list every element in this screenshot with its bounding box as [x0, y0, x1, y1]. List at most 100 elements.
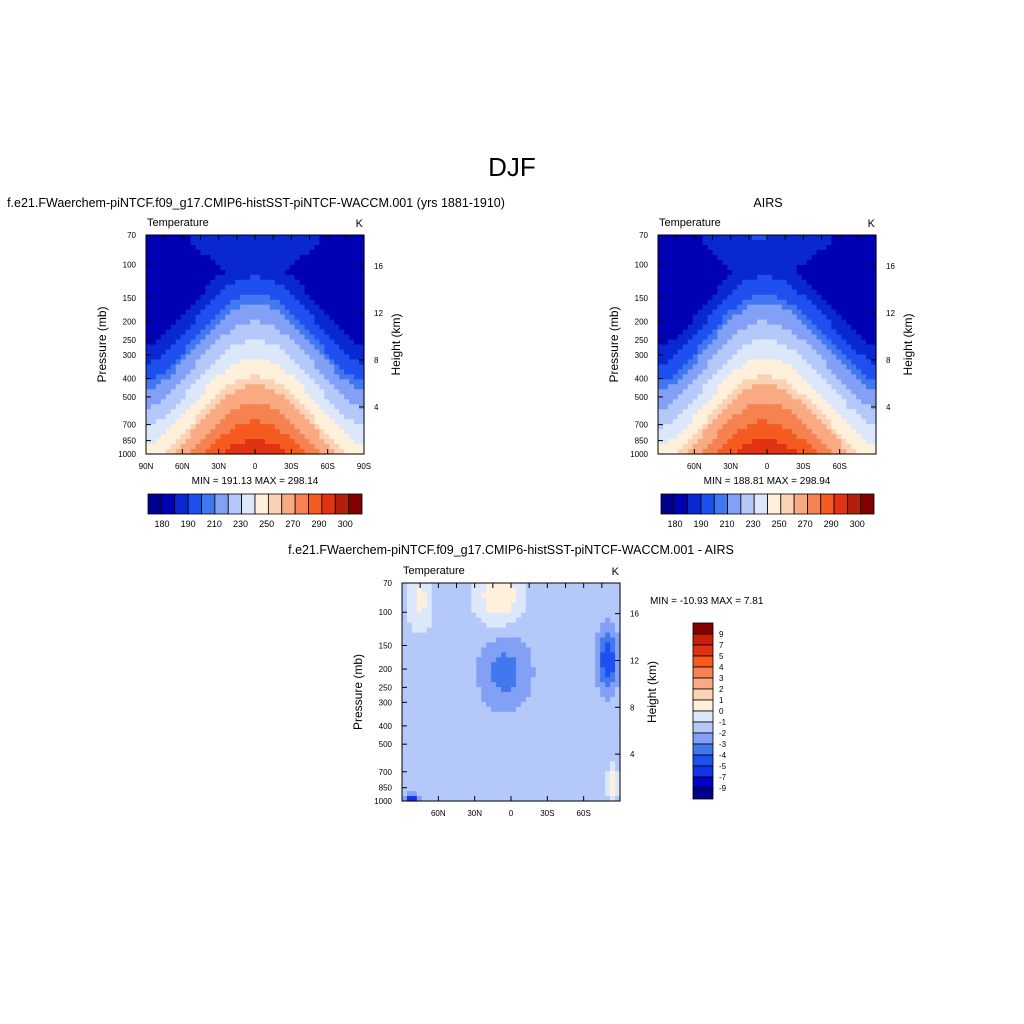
contour-cell [344, 414, 350, 420]
contour-cell [776, 364, 783, 370]
contour-cell [781, 244, 788, 251]
contour-cell [851, 314, 857, 321]
contour-cell [821, 269, 828, 276]
contour-cell [200, 359, 207, 366]
contour-cell [175, 364, 182, 370]
contour-cell [240, 244, 246, 251]
contour-cell [269, 304, 276, 311]
contour-cell [866, 354, 872, 361]
contour-cell [727, 439, 733, 445]
contour-cell [225, 354, 231, 361]
contour-cell [481, 761, 487, 767]
right-tick-label: 4 [374, 403, 379, 412]
contour-cell [846, 444, 852, 450]
contour-cell [349, 389, 355, 395]
contour-cell [801, 329, 808, 336]
contour-cell [416, 662, 423, 668]
contour-cell [269, 334, 276, 341]
contour-cell [677, 354, 684, 361]
contour-cell [851, 249, 857, 256]
contour-cell [811, 334, 818, 341]
contour-cell [160, 279, 167, 286]
contour-cell [175, 274, 182, 281]
contour-cell [349, 349, 355, 356]
contour-cell [289, 269, 296, 276]
contour-cell [801, 434, 808, 440]
contour-cell [225, 359, 231, 366]
contour-cell [289, 424, 296, 430]
contour-cell [692, 424, 699, 430]
contour-cell [722, 449, 728, 455]
contour-cell [160, 384, 167, 390]
contour-cell [811, 244, 818, 251]
contour-cell [672, 269, 679, 276]
contour-cell [851, 264, 857, 271]
contour-cell [359, 384, 365, 390]
contour-cell [831, 284, 837, 291]
contour-cell [205, 364, 211, 370]
contour-cell [831, 384, 837, 390]
contour-cell [309, 244, 316, 251]
contour-cell [349, 359, 355, 366]
contour-cell [309, 379, 316, 385]
contour-cell [299, 244, 306, 251]
contour-cell [185, 244, 192, 251]
contour-cell [299, 319, 306, 326]
contour-cell [235, 244, 241, 251]
contour-cell [831, 254, 837, 261]
contour-cell [806, 394, 813, 400]
contour-cell [742, 309, 748, 316]
contour-cell [697, 244, 704, 251]
contour-cell [190, 399, 197, 405]
contour-cell [672, 374, 679, 380]
contour-cell [451, 652, 458, 658]
contour-cell [677, 364, 684, 370]
contour-cell [436, 756, 443, 762]
contour-cell [160, 389, 167, 395]
contour-cell [170, 389, 177, 395]
contour-cell [461, 597, 467, 604]
contour-cell [421, 696, 428, 703]
contour-cell [255, 284, 261, 291]
contour-cell [871, 249, 877, 256]
contour-cell [329, 414, 335, 420]
contour-cell [235, 269, 241, 276]
contour-cell [155, 314, 162, 321]
contour-cell [334, 274, 340, 281]
contour-cell [150, 334, 157, 341]
contour-cell [856, 374, 862, 380]
contour-cell [431, 672, 438, 678]
contour-cell [225, 324, 231, 331]
contour-cell [274, 444, 281, 450]
contour-cell [692, 259, 699, 266]
contour-cell [811, 359, 818, 366]
contour-cell [697, 369, 704, 375]
contour-cell [747, 364, 753, 370]
contour-cell [692, 419, 699, 425]
colorbar-swatch [700, 493, 715, 515]
contour-cell [299, 259, 306, 266]
contour-cell [692, 294, 699, 301]
contour-cell [205, 254, 211, 261]
contour-cell [762, 394, 768, 400]
contour-cell [486, 687, 492, 693]
contour-cell [426, 657, 433, 663]
contour-cell [240, 444, 246, 450]
contour-cell [165, 299, 172, 306]
contour-cell [717, 239, 723, 246]
contour-cell [667, 329, 674, 336]
contour-cell [791, 344, 798, 351]
contour-cell [737, 309, 743, 316]
contour-cell [294, 439, 301, 445]
contour-cell [284, 279, 291, 286]
contour-cell [871, 359, 877, 366]
contour-cell [190, 394, 197, 400]
contour-cell [165, 449, 172, 455]
contour-cell [491, 657, 497, 663]
contour-cell [717, 424, 723, 430]
contour-cell [334, 254, 340, 261]
contour-cell [727, 359, 733, 366]
contour-cell [334, 304, 340, 311]
contour-cell [667, 409, 674, 415]
contour-cell [727, 349, 733, 356]
